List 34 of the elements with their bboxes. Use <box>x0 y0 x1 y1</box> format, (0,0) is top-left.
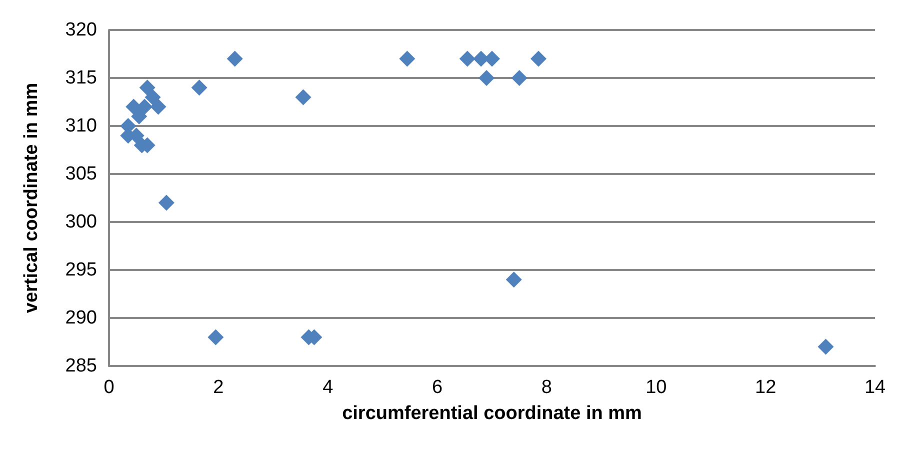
y-tick-label: 285 <box>65 356 97 376</box>
y-tick-label: 315 <box>65 68 97 88</box>
x-tick-label: 8 <box>541 377 552 398</box>
y-axis-title: vertical coordinate in mm <box>21 82 42 314</box>
x-tick-label: 0 <box>104 377 114 398</box>
point <box>478 70 495 86</box>
y-tick-label: 310 <box>65 116 97 136</box>
x-tick-label: 10 <box>646 377 667 398</box>
point <box>295 89 312 106</box>
x-tick-label: 12 <box>755 377 776 398</box>
point <box>506 272 522 288</box>
y-tick-label: 305 <box>65 164 97 184</box>
x-tick-label: 6 <box>432 377 443 398</box>
x-axis-title: circumferential coordinate in mm <box>342 403 642 424</box>
point <box>818 338 834 355</box>
point <box>399 50 416 67</box>
y-tick-label: 290 <box>65 308 97 328</box>
point <box>511 70 528 86</box>
point <box>191 80 208 96</box>
point <box>131 108 148 124</box>
y-tick-label: 295 <box>65 260 97 280</box>
y-tick-label: 320 <box>65 20 97 40</box>
point <box>144 89 161 106</box>
point <box>530 50 547 67</box>
point <box>150 98 166 115</box>
point <box>459 50 476 67</box>
point <box>208 329 224 346</box>
x-tick-label: 2 <box>213 377 224 398</box>
point <box>226 50 243 67</box>
x-tick-label: 14 <box>864 377 886 398</box>
point <box>139 80 156 96</box>
point <box>158 194 174 211</box>
y-tick-label: 300 <box>65 212 97 232</box>
x-tick-label: 4 <box>322 377 334 398</box>
